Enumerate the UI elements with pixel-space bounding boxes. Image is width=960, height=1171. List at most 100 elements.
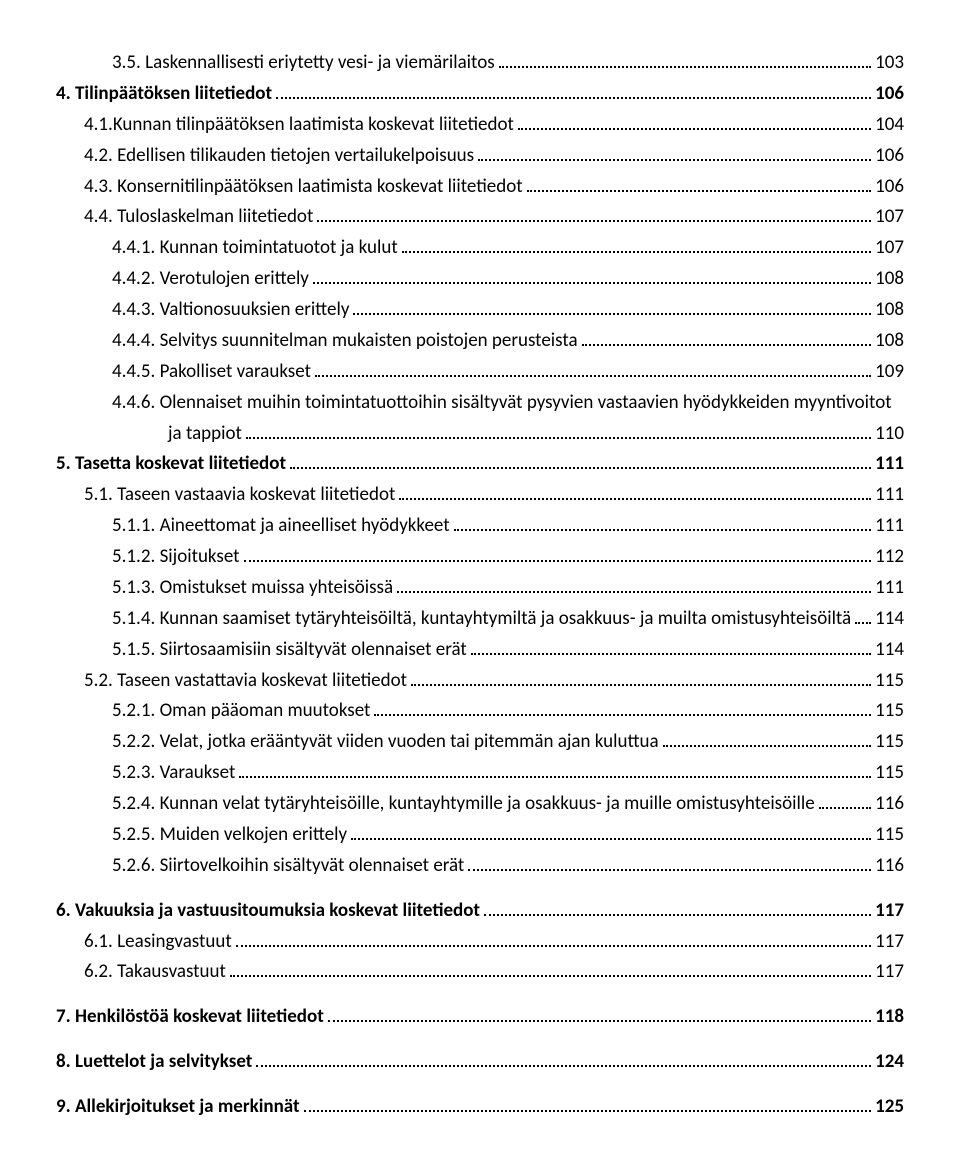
toc-label: 5.2.4. Kunnan velat tytäryhteisöille, ku…: [112, 790, 815, 819]
toc-leader-dots: [471, 637, 871, 654]
toc-label: 4.4.4. Selvitys suunnitelman mukaisten p…: [112, 327, 578, 356]
toc-entry: 5.1.3. Omistukset muissa yhteisöissä 111: [56, 573, 904, 604]
toc-entry: 9. Allekirjoitukset ja merkinnät125: [56, 1092, 904, 1123]
toc-leader-dots: [819, 792, 871, 809]
toc-entry: 4.4.4. Selvitys suunnitelman mukaisten p…: [56, 326, 904, 357]
toc-label: 5.2.6. Siirtovelkoihin sisältyvät olenna…: [112, 852, 464, 881]
toc-page: 111: [875, 574, 904, 603]
toc-page: 106: [875, 142, 904, 171]
toc-leader-dots: [328, 1005, 871, 1022]
toc-entry: 4.4.1. Kunnan toimintatuotot ja kulut 107: [56, 233, 904, 264]
toc-page: 125: [875, 1093, 904, 1122]
toc-leader-dots: [276, 82, 871, 99]
toc-leader-dots: [402, 236, 871, 253]
toc-page: 109: [875, 358, 904, 387]
toc-page: 115: [875, 697, 904, 726]
toc-label: 5.1.2. Sijoitukset: [112, 543, 240, 572]
toc-leader-dots: [230, 960, 871, 977]
toc-entry: 7. Henkilöstöä koskevat liitetiedot 118: [56, 1002, 904, 1033]
toc-label: 5.1. Taseen vastaavia koskevat liitetied…: [84, 481, 395, 510]
toc-page: 115: [875, 821, 904, 850]
toc-label: 4.4.1. Kunnan toimintatuotot ja kulut: [112, 234, 398, 263]
toc-entry: 5.2.2. Velat, jotka erääntyvät viiden vu…: [56, 727, 904, 758]
toc-label: 5.2.1. Oman pääoman muutokset: [112, 697, 370, 726]
toc-leader-dots: [663, 730, 871, 747]
toc-entry: 5.2.5. Muiden velkojen erittely 115: [56, 820, 904, 851]
toc-page: 116: [875, 790, 904, 819]
toc-page: 117: [875, 928, 904, 957]
toc-page: 115: [875, 667, 904, 696]
toc-leader-dots: [484, 898, 871, 915]
toc-entry: 4. Tilinpäätöksen liitetiedot106: [56, 79, 904, 110]
toc-leader-dots: [351, 823, 871, 840]
toc-page: 107: [875, 234, 904, 263]
toc-entry: 5.1.4. Kunnan saamiset tytäryhteisöiltä,…: [56, 604, 904, 635]
toc-leader-dots: [582, 329, 871, 346]
toc-label: 3.5. Laskennallisesti eriytetty vesi- ja…: [112, 49, 495, 78]
toc-label: 5. Tasetta koskevat liitetiedot: [56, 450, 286, 479]
toc-page: 107: [875, 203, 904, 232]
toc-page: 111: [875, 481, 904, 510]
toc-entry: 4.4. Tuloslaskelman liitetiedot 107: [56, 202, 904, 233]
toc-leader-dots: [239, 761, 871, 778]
toc-entry: 3.5. Laskennallisesti eriytetty vesi- ja…: [56, 48, 904, 79]
toc-entry: 5.1.5. Siirtosaamisiin sisältyvät olenna…: [56, 635, 904, 666]
toc-page: 108: [875, 296, 904, 325]
toc-entry: 8. Luettelot ja selvitykset124: [56, 1047, 904, 1078]
toc-page: 114: [875, 605, 904, 634]
toc-leader-dots: [411, 668, 871, 685]
toc-label: 4. Tilinpäätöksen liitetiedot: [56, 80, 272, 109]
toc-page: 114: [875, 636, 904, 665]
toc-leader-dots: [374, 699, 871, 716]
toc-page: 108: [875, 327, 904, 356]
toc-page: 117: [875, 897, 904, 926]
toc-page: 124: [875, 1048, 904, 1077]
toc-page: 104: [875, 111, 904, 140]
toc-label: 7. Henkilöstöä koskevat liitetiedot: [56, 1003, 324, 1032]
toc-label: 5.1.1. Aineettomat ja aineelliset hyödyk…: [112, 512, 450, 541]
toc-leader-dots: [290, 452, 871, 469]
toc-page: 106: [875, 173, 904, 202]
toc-page: 111: [875, 450, 904, 479]
toc-entry-continuation: ja tappiot 110: [56, 419, 904, 450]
toc-entry: 6. Vakuuksia ja vastuusitoumuksia koskev…: [56, 896, 904, 927]
toc-page: 108: [875, 265, 904, 294]
toc-entry: 4.4.5. Pakolliset varaukset109: [56, 357, 904, 388]
toc-label: 4.3. Konsernitilinpäätöksen laatimista k…: [84, 173, 523, 202]
toc-entry: 4.4.6. Olennaiset muihin toimintatuottoi…: [56, 388, 904, 419]
toc-page: 117: [875, 958, 904, 987]
toc-page: 110: [875, 420, 904, 449]
toc-leader-dots: [397, 576, 871, 593]
toc-label: 4.1.Kunnan tilinpäätöksen laatimista kos…: [84, 111, 514, 140]
toc-page: 115: [875, 728, 904, 757]
toc-leader-dots: [527, 174, 871, 191]
toc-label: 4.4.2. Verotulojen erittely: [112, 265, 309, 294]
toc-label: 5.1.5. Siirtosaamisiin sisältyvät olenna…: [112, 636, 467, 665]
toc-label: 4.4. Tuloslaskelman liitetiedot: [84, 203, 313, 232]
toc-label: 6.2. Takausvastuut: [84, 958, 226, 987]
toc-label: 5.2.5. Muiden velkojen erittely: [112, 821, 347, 850]
toc-label: 5.2. Taseen vastattavia koskevat liiteti…: [84, 667, 407, 696]
toc-page: 116: [875, 852, 904, 881]
toc-page: 111: [875, 512, 904, 541]
toc-label: 4.4.3. Valtionosuuksien erittely: [112, 296, 349, 325]
toc-entry: 6.1. Leasingvastuut117: [56, 927, 904, 958]
toc-entry: 4.4.2. Verotulojen erittely 108: [56, 264, 904, 295]
toc-leader-dots: [399, 483, 871, 500]
toc-entry: 4.2. Edellisen tilikauden tietojen verta…: [56, 141, 904, 172]
toc-leader-dots: [304, 1095, 872, 1112]
toc-label: ja tappiot: [168, 420, 242, 449]
toc-label: 5.2.3. Varaukset: [112, 759, 235, 788]
toc-leader-dots: [499, 51, 871, 68]
toc-page: 118: [875, 1003, 904, 1032]
toc-leader-dots: [256, 1050, 871, 1067]
toc-entry: 5.2.1. Oman pääoman muutokset 115: [56, 696, 904, 727]
toc-entry: 4.1.Kunnan tilinpäätöksen laatimista kos…: [56, 110, 904, 141]
toc-entry: 5. Tasetta koskevat liitetiedot 111: [56, 449, 904, 480]
toc-label: 4.4.6. Olennaiset muihin toimintatuottoi…: [112, 389, 892, 418]
toc-label: 5.1.3. Omistukset muissa yhteisöissä: [112, 574, 393, 603]
toc-entry: 5.1. Taseen vastaavia koskevat liitetied…: [56, 480, 904, 511]
toc-entry: 5.1.1. Aineettomat ja aineelliset hyödyk…: [56, 511, 904, 542]
toc-leader-dots: [315, 360, 871, 377]
toc-entry: 4.4.3. Valtionosuuksien erittely 108: [56, 295, 904, 326]
